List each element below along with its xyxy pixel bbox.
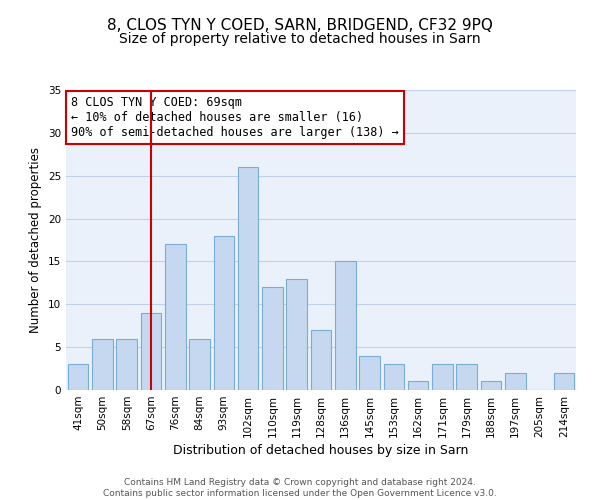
X-axis label: Distribution of detached houses by size in Sarn: Distribution of detached houses by size … xyxy=(173,444,469,457)
Bar xyxy=(140,313,161,390)
Bar xyxy=(457,364,477,390)
Bar xyxy=(359,356,380,390)
Bar xyxy=(311,330,331,390)
Bar xyxy=(432,364,453,390)
Y-axis label: Number of detached properties: Number of detached properties xyxy=(29,147,43,333)
Bar xyxy=(214,236,234,390)
Bar xyxy=(238,167,259,390)
Bar xyxy=(286,278,307,390)
Bar xyxy=(481,382,502,390)
Bar xyxy=(335,262,356,390)
Bar xyxy=(116,338,137,390)
Bar xyxy=(408,382,428,390)
Bar xyxy=(505,373,526,390)
Bar xyxy=(165,244,185,390)
Text: Contains HM Land Registry data © Crown copyright and database right 2024.
Contai: Contains HM Land Registry data © Crown c… xyxy=(103,478,497,498)
Bar xyxy=(68,364,88,390)
Bar xyxy=(92,338,113,390)
Bar xyxy=(262,287,283,390)
Text: Size of property relative to detached houses in Sarn: Size of property relative to detached ho… xyxy=(119,32,481,46)
Text: 8, CLOS TYN Y COED, SARN, BRIDGEND, CF32 9PQ: 8, CLOS TYN Y COED, SARN, BRIDGEND, CF32… xyxy=(107,18,493,32)
Text: 8 CLOS TYN Y COED: 69sqm
← 10% of detached houses are smaller (16)
90% of semi-d: 8 CLOS TYN Y COED: 69sqm ← 10% of detach… xyxy=(71,96,399,139)
Bar xyxy=(554,373,574,390)
Bar xyxy=(383,364,404,390)
Bar xyxy=(189,338,210,390)
